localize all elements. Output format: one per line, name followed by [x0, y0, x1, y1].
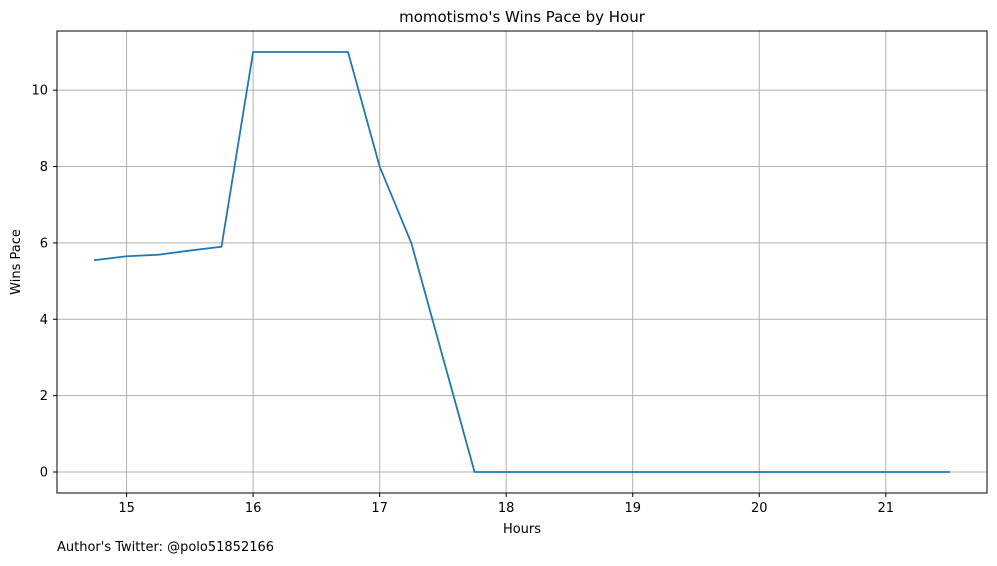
- x-tick-label: 17: [371, 501, 388, 516]
- y-tick-label: 10: [31, 84, 48, 99]
- axis-ticks: 15 16 17 18 19 20 21 0 2 4 6 8 10: [31, 84, 894, 516]
- y-tick-label: 4: [40, 313, 48, 328]
- y-tick-label: 6: [40, 236, 48, 251]
- x-axis-label: Hours: [503, 522, 541, 537]
- x-tick-label: 19: [624, 501, 641, 516]
- x-tick-label: 16: [245, 501, 262, 516]
- chart-title: momotismo's Wins Pace by Hour: [399, 8, 646, 26]
- author-credit: Author's Twitter: @polo51852166: [57, 540, 274, 555]
- y-tick-label: 8: [40, 160, 48, 175]
- x-tick-label: 18: [498, 501, 515, 516]
- x-tick-label: 20: [751, 501, 768, 516]
- y-tick-label: 2: [40, 389, 48, 404]
- y-axis-label: Wins Pace: [9, 229, 24, 295]
- x-tick-label: 15: [118, 501, 135, 516]
- series-line: [93, 51, 950, 473]
- x-tick-label: 21: [878, 501, 895, 516]
- series-layer: [93, 51, 950, 473]
- plot-frame: [56, 30, 988, 494]
- grid-lines: [57, 31, 987, 493]
- y-tick-label: 0: [40, 466, 48, 481]
